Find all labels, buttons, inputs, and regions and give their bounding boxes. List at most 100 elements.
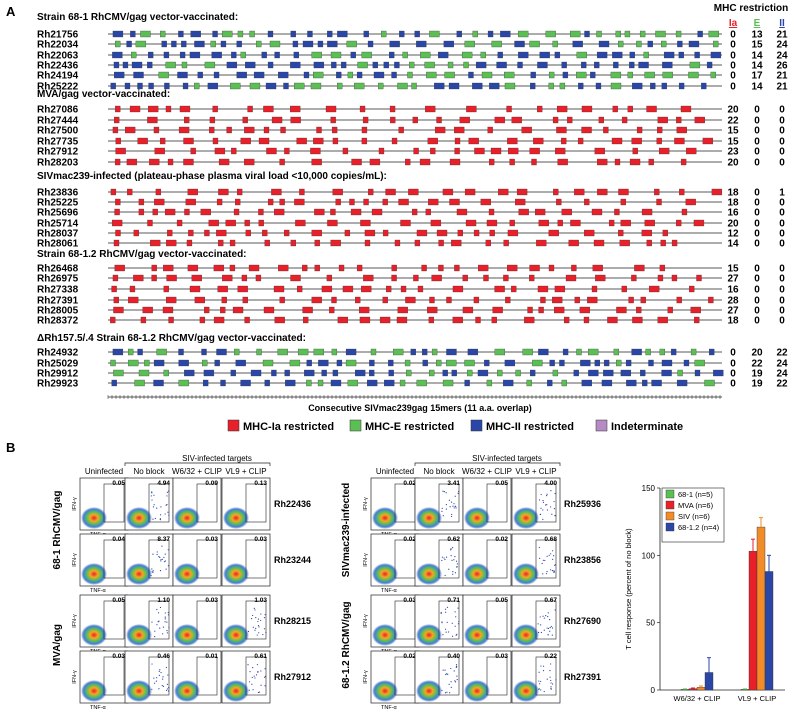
epitope-box (457, 229, 463, 237)
epitope-box (671, 274, 678, 282)
flow-plot: 0.46 (124, 650, 174, 704)
epitope-box (160, 30, 166, 38)
cell-dot (441, 621, 443, 623)
epitope-box (603, 369, 614, 377)
epitope-box (548, 229, 559, 237)
epitope-box (362, 116, 369, 124)
epitope-box (603, 359, 610, 367)
flow-plot: 0.02 (370, 533, 420, 587)
epitope-box (694, 51, 700, 59)
gate (196, 600, 218, 640)
animal-id: Rh22063 (37, 51, 79, 62)
cell-dot (153, 494, 155, 496)
epitope-box (265, 82, 277, 90)
epitope-box (255, 274, 262, 282)
cell-dot (447, 673, 449, 676)
cell-dot (546, 627, 548, 629)
flow-plot: 0.61 (221, 650, 271, 704)
epitope-box (488, 158, 495, 166)
epitope-box (529, 147, 540, 155)
count-ia: 12 (727, 229, 739, 240)
cell-dot (542, 509, 544, 511)
epitope-box (676, 116, 682, 124)
animal-id: Rh25222 (37, 82, 79, 93)
legend-entry: SIV (n=6) (678, 512, 710, 521)
epitope-box (269, 40, 281, 48)
cell-dot (453, 507, 455, 509)
epitope-box (167, 158, 174, 166)
epitope-box (220, 40, 227, 48)
cell-dot (159, 519, 161, 521)
legend-entry: 68-1.2 (n=4) (678, 523, 720, 532)
epitope-box (465, 219, 477, 227)
epitope-box (140, 316, 147, 324)
epitope-box (634, 264, 645, 272)
epitope-box (184, 116, 190, 124)
epitope-box (708, 30, 719, 38)
epitope-box (621, 285, 627, 293)
epitope-box (371, 208, 383, 216)
epitope-box (644, 71, 655, 79)
cell-dot (257, 691, 260, 694)
count-ia: 28 (727, 296, 739, 307)
epitope-box (615, 30, 621, 38)
epitope-box (226, 126, 232, 134)
animal-id: Rh28372 (37, 316, 79, 327)
epitope-box (115, 137, 121, 145)
epitope-box (598, 116, 605, 124)
epitope-box (147, 116, 158, 124)
epitope-box (597, 188, 608, 196)
epitope-box (644, 219, 655, 227)
epitope-box (464, 40, 475, 48)
ifn-gamma-label: IFN-γ (363, 497, 369, 511)
cell-dot (151, 663, 153, 665)
count-ii: 1 (779, 188, 785, 199)
epitope-box (250, 369, 262, 377)
epitope-box (345, 348, 357, 356)
animal-row-Rh25714: Rh25714 20 0 0 (37, 219, 785, 230)
cell-dot (165, 568, 167, 570)
epitope-box (584, 198, 590, 206)
flow-plot: 0.05 (79, 477, 129, 531)
epitope-box (184, 369, 195, 377)
epitope-box (302, 40, 314, 48)
gate (196, 539, 218, 579)
ifn-gamma-label: IFN-γ (363, 614, 369, 628)
epitope-box (314, 264, 320, 272)
cell-dot (163, 561, 166, 563)
epitope-box (202, 359, 208, 367)
epitope-box (507, 137, 518, 145)
epitope-box (112, 126, 119, 134)
epitope-box (694, 359, 705, 367)
cell-dot (156, 608, 158, 611)
cell-dot (543, 617, 545, 619)
cell-dot (160, 558, 162, 561)
cell-dot (550, 686, 552, 688)
epitope-box (446, 296, 452, 304)
epitope-box (128, 296, 139, 304)
epitope-box (178, 359, 189, 367)
count-e: 0 (754, 274, 760, 285)
count-ii: 0 (779, 274, 785, 285)
epitope-box (112, 274, 119, 282)
flow-animal-id: Rh23244 (274, 555, 311, 565)
cell-dot (166, 491, 169, 493)
epitope-box (114, 158, 121, 166)
epitope-box (492, 306, 503, 314)
cell-dot (543, 629, 545, 631)
cell-dot (549, 506, 552, 508)
epitope-box (129, 285, 136, 293)
cell-dot (454, 625, 456, 627)
cell-dot (553, 555, 555, 557)
cell-dot (151, 621, 153, 623)
legend-swatch (665, 500, 675, 510)
percent-value: 0.13 (254, 480, 267, 487)
legend-swatch (665, 489, 675, 499)
epitope-box (454, 147, 460, 155)
epitope-box (115, 40, 121, 48)
cell-dot (553, 500, 555, 503)
epitope-box (369, 359, 375, 367)
cell-dot (156, 507, 158, 509)
epitope-box (283, 229, 290, 237)
epitope-box (236, 188, 243, 196)
